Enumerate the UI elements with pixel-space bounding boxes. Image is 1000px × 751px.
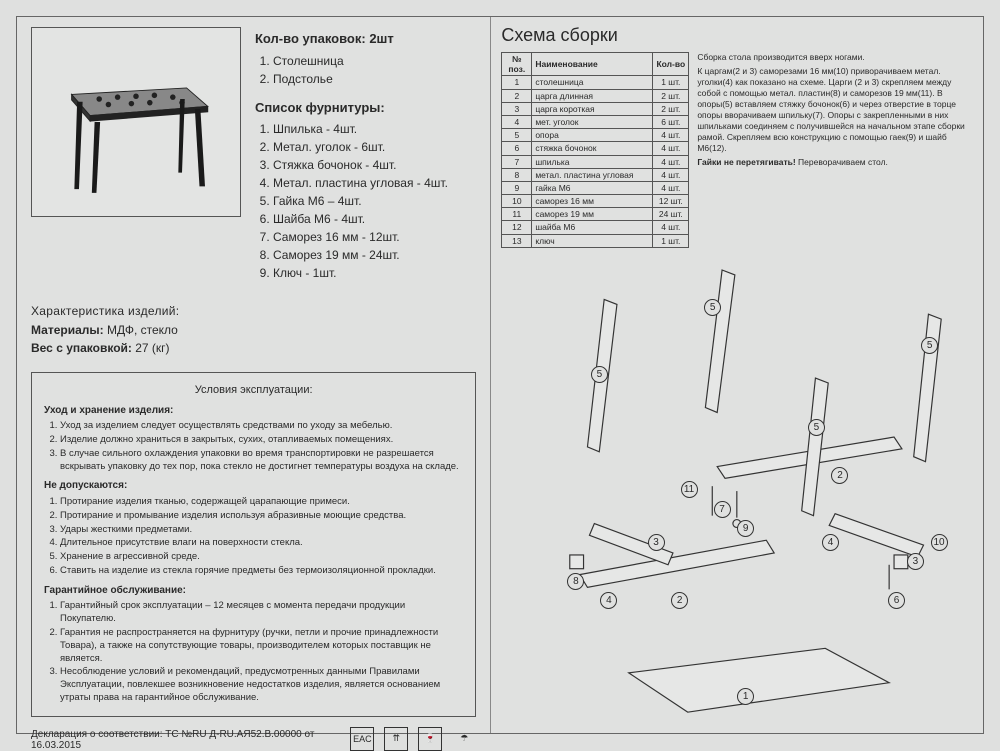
list-item: Гарантия не распространяется на фурнитур… — [60, 627, 463, 665]
list-item: Саморез 16 мм - 12шт. — [273, 228, 476, 246]
list-item: Метал. уголок - 6шт. — [273, 138, 476, 156]
list-item: Гайка М6 – 4шт. — [273, 192, 476, 210]
callout-11: 11 — [681, 481, 698, 498]
list-item: В случае сильного охлаждения упаковки во… — [60, 448, 463, 474]
table-row: 5опора4 шт. — [502, 129, 689, 142]
hardware-list: Шпилька - 4шт.Метал. уголок - 6шт.Стяжка… — [255, 120, 476, 282]
callout-7: 7 — [714, 501, 731, 518]
list-item: Саморез 19 мм - 24шт. — [273, 246, 476, 264]
callout-5: 5 — [591, 366, 608, 383]
callout-8: 8 — [567, 573, 584, 590]
eac-icon: EAC — [350, 727, 374, 751]
assembly-title: Схема сборки — [501, 25, 973, 46]
certification-icons: EAC ⇈ 🍷 ☂ — [350, 727, 476, 751]
materials-value: МДФ, стекло — [107, 323, 178, 337]
table-row: 12шайба М64 шт. — [502, 221, 689, 234]
table-row: 3царга короткая2 шт. — [502, 102, 689, 115]
usage-title: Условия эксплуатации: — [44, 383, 463, 398]
care-title: Уход и хранение изделия: — [44, 404, 463, 418]
table-row: 6стяжка бочонок4 шт. — [502, 142, 689, 155]
table-row: 8метал. пластина угловая4 шт. — [502, 168, 689, 181]
keep-dry-icon: ☂ — [452, 727, 476, 751]
table-row: 4мет. уголок6 шт. — [502, 115, 689, 128]
usage-conditions: Условия эксплуатации: Уход и хранение из… — [31, 372, 476, 717]
callout-1: 1 — [737, 688, 754, 705]
list-item: Несоблюдение условий и рекомендаций, пре… — [60, 666, 463, 704]
list-item: Шайба М6 - 4шт. — [273, 210, 476, 228]
weight-label: Вес с упаковкой: — [31, 341, 132, 355]
fragile-icon: 🍷 — [418, 727, 442, 751]
right-column: Схема сборки № поз.НаименованиеКол-во 1с… — [490, 17, 983, 733]
left-column: Кол-во упаковок: 2шт Столешница Подстоль… — [17, 17, 490, 733]
table-row: 7шпилька4 шт. — [502, 155, 689, 168]
table-row: 10саморез 16 мм12 шт. — [502, 195, 689, 208]
list-item: Ключ - 1шт. — [273, 264, 476, 282]
materials-label: Материалы: — [31, 323, 104, 337]
callout-5: 5 — [808, 419, 825, 436]
table-row: 2царга длинная2 шт. — [502, 89, 689, 102]
list-item: Изделие должно храниться в закрытых, сух… — [60, 434, 463, 447]
package-count-label: Кол-во упаковок: — [255, 31, 366, 46]
list-item: Столешница — [273, 52, 476, 70]
declaration-text: Декларация о соответствии: ТС №RU Д-RU.А… — [31, 729, 350, 751]
table-row: 9гайка М64 шт. — [502, 181, 689, 194]
callout-10: 10 — [931, 534, 948, 551]
callout-9: 9 — [737, 520, 754, 537]
list-item: Протирание изделия тканью, содержащей ца… — [60, 496, 463, 509]
list-item: Гарантийный срок эксплуатации – 12 месяц… — [60, 600, 463, 626]
table-row: 11саморез 19 мм24 шт. — [502, 208, 689, 221]
exploded-diagram: 5555233446789101112 — [501, 256, 973, 736]
table-row: 13ключ1 шт. — [502, 234, 689, 247]
parts-table: № поз.НаименованиеКол-во 1столешница1 шт… — [501, 52, 689, 248]
package-info: Кол-во упаковок: 2шт Столешница Подстоль… — [255, 27, 476, 292]
list-item: Длительное присутствие влаги на поверхно… — [60, 537, 463, 550]
list-item: Удары жесткими предметами. — [60, 524, 463, 537]
callout-6: 6 — [888, 592, 905, 609]
package-list: Столешница Подстолье — [255, 52, 476, 88]
list-item: Стяжка бочонок - 4шт. — [273, 156, 476, 174]
list-item: Уход за изделием следует осуществлять ср… — [60, 420, 463, 433]
list-item: Ставить на изделие из стекла горячие пре… — [60, 565, 463, 578]
hardware-title: Список фурнитуры: — [255, 98, 476, 118]
weight-value: 27 (кг) — [135, 341, 169, 355]
list-item: Хранение в агрессивной среде. — [60, 551, 463, 564]
instruction-sheet: Кол-во упаковок: 2шт Столешница Подстоль… — [16, 16, 984, 734]
this-side-up-icon: ⇈ — [384, 727, 408, 751]
callout-2: 2 — [671, 592, 688, 609]
specs-title: Характеристика изделий: — [31, 302, 476, 321]
warranty-title: Гарантийное обслуживание: — [44, 584, 463, 598]
list-item: Шпилька - 4шт. — [273, 120, 476, 138]
list-item: Протирание и промывание изделия использу… — [60, 510, 463, 523]
package-count-value: 2шт — [369, 31, 393, 46]
table-row: 1столешница1 шт. — [502, 76, 689, 89]
list-item: Подстолье — [273, 70, 476, 88]
callout-3: 3 — [648, 534, 665, 551]
forbidden-title: Не допускаются: — [44, 479, 463, 493]
specifications: Характеристика изделий: Материалы: МДФ, … — [31, 302, 476, 358]
declaration-row: Декларация о соответствии: ТС №RU Д-RU.А… — [31, 717, 476, 751]
assembly-instructions: Сборка стола производится вверх ногами.К… — [697, 52, 973, 248]
callout-5: 5 — [704, 299, 721, 316]
product-illustration — [31, 27, 241, 217]
list-item: Метал. пластина угловая - 4шт. — [273, 174, 476, 192]
